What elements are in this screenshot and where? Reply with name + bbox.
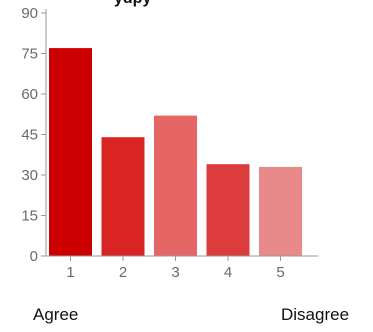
bar-4 xyxy=(206,164,250,256)
y-tick-label: 30 xyxy=(21,167,38,184)
y-axis: 0 15 30 45 60 75 90 xyxy=(21,5,47,265)
y-tick-label: 45 xyxy=(21,127,38,144)
y-tick-label: 75 xyxy=(21,46,38,63)
y-tick-label: 60 xyxy=(21,86,38,103)
x-tick-label: 5 xyxy=(276,264,284,281)
bar-5 xyxy=(259,166,302,256)
x-axis: 1 2 3 4 5 xyxy=(46,255,318,281)
bar-3 xyxy=(154,115,197,256)
x-tick-label: 4 xyxy=(224,264,232,281)
y-tick-label: 15 xyxy=(21,208,38,225)
y-tick-label: 0 xyxy=(30,248,38,265)
x-tick-label: 1 xyxy=(66,264,74,281)
scale-caption-disagree: Disagree xyxy=(281,305,350,324)
bar-1 xyxy=(49,48,92,256)
bars xyxy=(49,48,302,256)
bar-2 xyxy=(101,137,145,256)
x-tick-label: 2 xyxy=(119,264,127,281)
y-tick-label: 90 xyxy=(21,5,38,22)
chart-title-fragment: ydpy xyxy=(114,0,151,8)
scale-caption-agree: Agree xyxy=(33,305,79,324)
x-tick-label: 3 xyxy=(171,264,179,281)
